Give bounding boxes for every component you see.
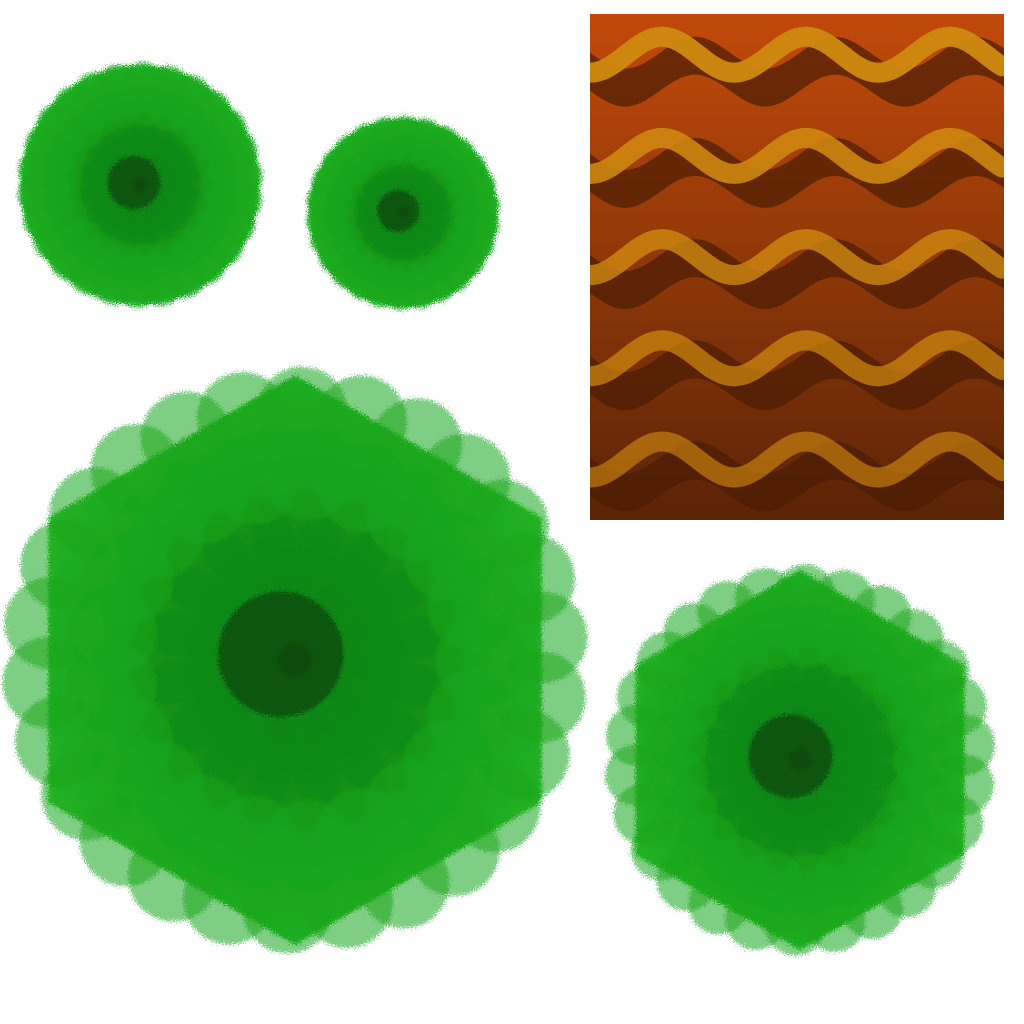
bush-large-core xyxy=(218,591,344,717)
wave-stripes xyxy=(590,26,1004,512)
bush-small-a-core xyxy=(107,156,161,210)
bush-small-b xyxy=(305,115,501,311)
bush-medium xyxy=(605,564,995,956)
bush-small-b-core xyxy=(377,190,420,233)
bush-small-b-tufts xyxy=(305,115,501,311)
wave-texture-panel xyxy=(590,14,1004,520)
bush-large xyxy=(2,366,588,954)
wave-gold-stripe xyxy=(590,127,1004,184)
bush-small-a xyxy=(16,61,264,309)
wave-gold-stripe xyxy=(590,26,1004,83)
bush-medium-core xyxy=(748,714,833,798)
wave-gold-stripe xyxy=(590,330,1004,387)
wave-gold-stripe xyxy=(590,431,1004,488)
wave-gold-stripe xyxy=(590,229,1004,286)
